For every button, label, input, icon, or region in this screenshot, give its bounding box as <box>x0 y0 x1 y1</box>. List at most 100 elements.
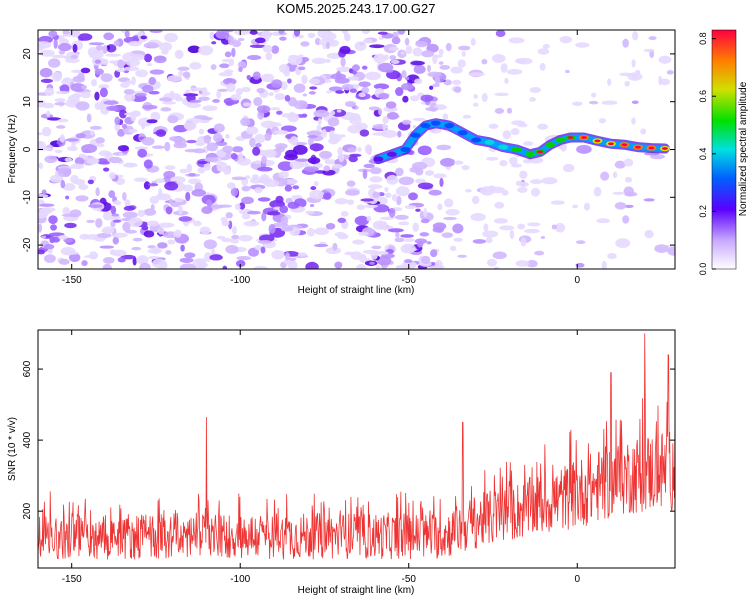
colorbar-ticks: 0.0 0.2 0.4 0.6 0.8 <box>698 32 716 275</box>
spectrogram-cell <box>522 141 534 146</box>
spectrogram-cell <box>434 76 441 85</box>
spectrogram-cell <box>400 83 414 91</box>
spectrogram-cell <box>331 109 347 117</box>
spectrogram-cell <box>131 246 142 251</box>
snr-y-axis: 200 400 600 <box>22 360 675 520</box>
spectrogram-cell <box>490 186 505 194</box>
spectrogram-cell <box>510 128 520 136</box>
spectrogram-cell <box>306 130 322 136</box>
spectrogram-cell <box>121 123 128 129</box>
spectrogram-cell <box>385 69 394 73</box>
spectrogram-cell <box>408 192 418 201</box>
spectrogram-cell <box>624 204 634 208</box>
spectrogram-cell <box>178 216 192 222</box>
spectrogram-cell <box>189 61 202 70</box>
spectrogram-cell <box>643 48 655 52</box>
spectrogram-cell <box>534 250 545 256</box>
spectrogram-cell <box>454 160 464 165</box>
spectrogram-cell <box>111 232 128 238</box>
spectrogram-cell <box>559 36 572 44</box>
spectrogram-cell <box>415 178 426 184</box>
ridge-peak <box>661 147 668 150</box>
spectrogram-cell <box>230 94 242 101</box>
spectrogram-cell <box>382 123 387 132</box>
spectrogram-cell <box>395 186 410 197</box>
spectrogram-cell <box>152 258 167 269</box>
spectrogram-cell <box>106 105 119 111</box>
spectrogram-cell <box>160 107 172 112</box>
spectrogram-cell <box>319 150 333 159</box>
spectrogram-cell <box>667 246 675 256</box>
spectrogram-cell <box>482 230 499 238</box>
spectrogram-cell <box>237 37 245 42</box>
spectrogram-cell <box>293 83 306 93</box>
spectrogram-cell <box>192 220 202 227</box>
spectrogram-cell <box>346 199 355 205</box>
spectrogram-cell <box>53 38 58 49</box>
spectrogram-cell <box>461 51 466 57</box>
spectrogram-cell <box>658 55 672 64</box>
spectrogram-cell <box>328 39 340 47</box>
spectrogram-cell <box>368 106 380 111</box>
spectrogram-cell <box>246 126 259 135</box>
spectrogram-cell <box>261 155 267 164</box>
spectrogram-cell <box>201 206 213 214</box>
spectrogram-cell <box>94 59 102 64</box>
spectrogram-cell <box>57 167 72 178</box>
spectrogram-cell <box>44 87 55 96</box>
spectrogram-cell <box>298 66 306 71</box>
spectrogram-cell <box>612 171 618 179</box>
spectrogram-cell <box>58 49 66 55</box>
spectrogram-cell <box>211 41 217 45</box>
spectrogram-cell <box>168 198 174 204</box>
spectrogram-cell <box>369 176 383 183</box>
spectrogram-cell <box>123 205 136 211</box>
snr-x-axis: -150 -100 -50 0 <box>62 330 580 585</box>
spectrogram-cell <box>331 163 343 169</box>
spectrogram-cell <box>163 176 172 183</box>
spectrogram-cell <box>458 45 471 51</box>
spectrogram-cell <box>313 227 329 236</box>
spectrogram-cell <box>134 93 147 97</box>
spectrogram-cell <box>225 134 230 139</box>
spectrogram-cell <box>426 64 432 73</box>
spectrogram-cell <box>658 75 663 86</box>
spectrogram-cell <box>367 184 383 189</box>
spectrogram-cell <box>648 36 657 41</box>
spectrogram-cell <box>186 102 202 108</box>
spectrogram-cell <box>71 141 76 148</box>
spectrogram-cell <box>279 36 287 41</box>
spectrogram-cell <box>209 254 223 261</box>
spectrogram-cell <box>225 101 234 106</box>
spectrogram-cell <box>373 53 387 64</box>
spectrogram-cell <box>149 196 160 204</box>
spectrogram-cell <box>70 174 79 184</box>
spectrogram-cell <box>50 224 57 231</box>
spectrogram-cell <box>51 71 63 82</box>
spectrogram-cell <box>111 213 120 217</box>
spectrogram-cell <box>438 48 444 56</box>
spectrogram-cell <box>54 98 66 103</box>
spectrogram-cell <box>87 179 95 185</box>
spectrogram-cell <box>340 57 346 67</box>
spectrogram-cell <box>238 66 243 73</box>
spectrogram-cell <box>472 102 479 107</box>
ridge-point <box>498 144 509 150</box>
spectrogram-cell <box>238 234 253 242</box>
spectrogram-cell <box>397 30 406 35</box>
snr-x-tick-label: 0 <box>574 574 580 585</box>
spectrogram-cell <box>401 119 412 125</box>
spectrogram-cell <box>55 90 70 95</box>
spectrogram-cell <box>615 238 631 248</box>
spectrogram-cell <box>295 158 310 162</box>
spectrogram-y-tick-label: 20 <box>22 48 33 60</box>
colorbar-tick-label: 0.2 <box>698 205 708 218</box>
spectrogram-cell <box>177 204 183 215</box>
spectrogram-cell <box>117 59 125 69</box>
spectrogram-cell <box>141 84 154 93</box>
spectrogram-cell <box>109 249 116 256</box>
spectrogram-cell <box>66 146 78 152</box>
spectrogram-cell <box>91 79 97 87</box>
spectrogram-cell <box>148 183 159 187</box>
spectrogram-cell <box>644 229 654 239</box>
